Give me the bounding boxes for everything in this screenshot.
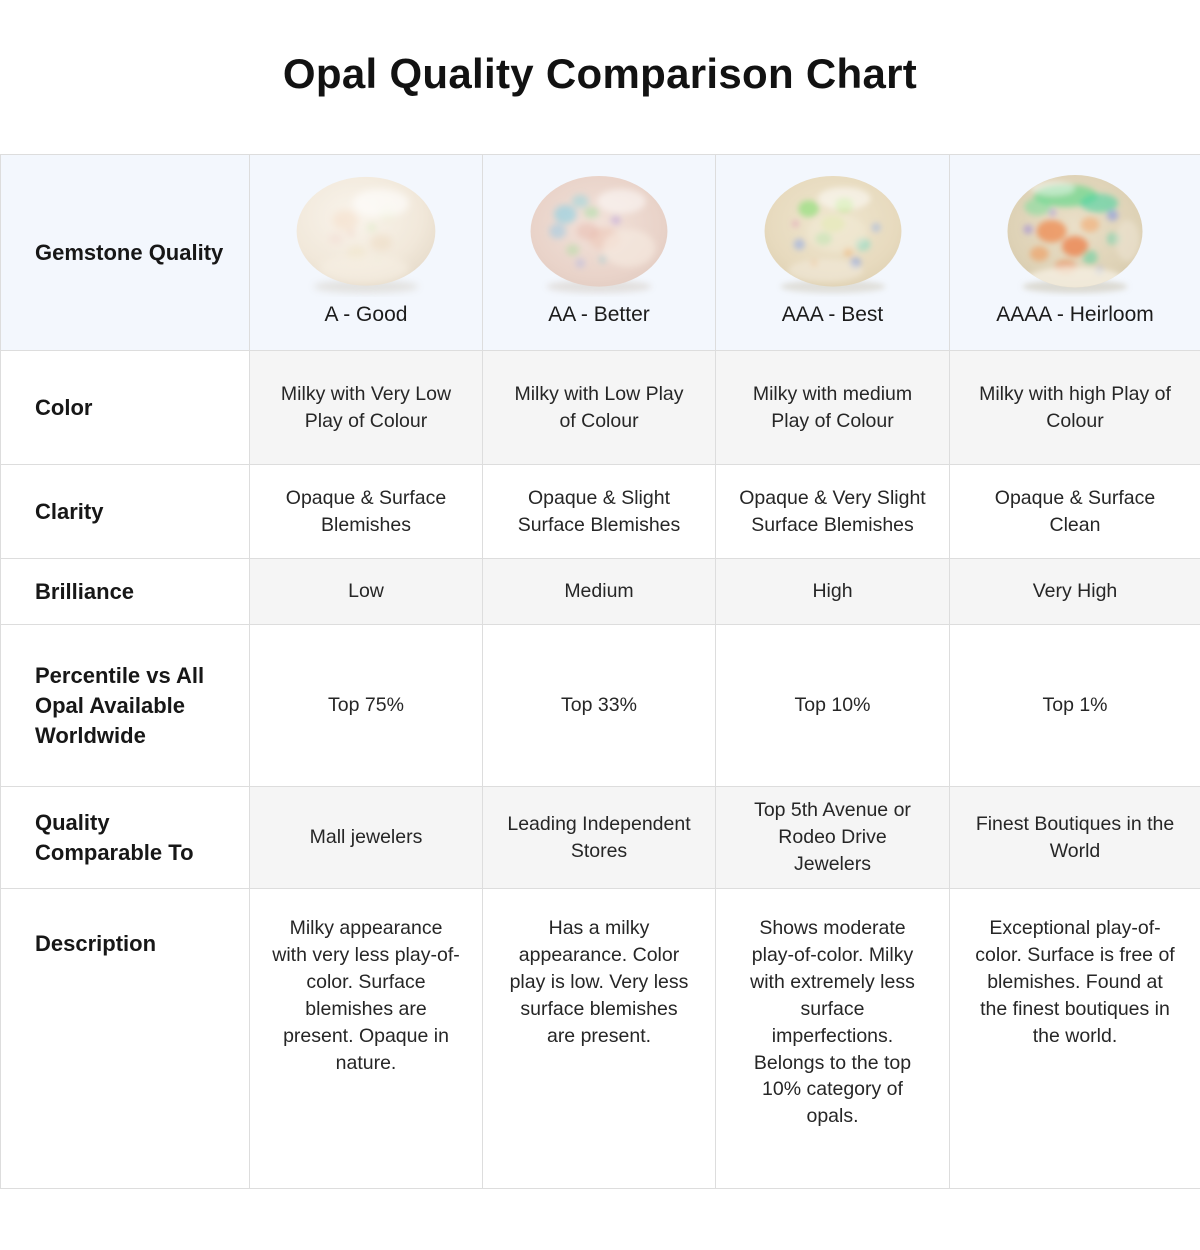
row-label-clarity: Clarity [1,465,250,559]
percentile-value-cell: Top 1% [950,625,1200,787]
description-value-cell: Has a milky appearance. Color play is lo… [483,889,716,1189]
percentile-value-cell: Top 75% [250,625,483,787]
color-value-cell: Milky with medium Play of Colour [716,351,950,465]
row-label-quality-comparable-to: Quality Comparable To [1,787,250,889]
clarity-value-cell: Opaque & Very Slight Surface Blemishes [716,465,950,559]
color-value-cell: Milky with Low Play of Colour [483,351,716,465]
percentile-value-cell: Top 33% [483,625,716,787]
percentile-value-cell: Top 10% [716,625,950,787]
row-brilliance: Brilliance Low Medium High Very High [1,559,1200,625]
row-label-color: Color [1,351,250,465]
comparable-value-cell: Top 5th Avenue or Rodeo Drive Jewelers [716,787,950,889]
row-label-gemstone-quality: Gemstone Quality [1,155,250,351]
comparable-value-cell: Leading Independent Stores [483,787,716,889]
row-quality-comparable-to: Quality Comparable To Mall jewelers Lead… [1,787,1200,889]
clarity-value-cell: Opaque & Surface Clean [950,465,1200,559]
grade-cell-a-good: A - Good [250,155,483,351]
grade-label-aaa-best: AAA - Best [716,303,949,327]
page-title: Opal Quality Comparison Chart [0,50,1200,98]
opal-comparison-table: Gemstone Quality [0,154,1200,1189]
grade-cell-aaa-best: AAA - Best [716,155,950,351]
description-value-cell: Exceptional play-of-color. Surface is fr… [950,889,1200,1189]
row-label-brilliance: Brilliance [1,559,250,625]
opal-image-a-good [291,173,441,297]
table-header-row: Gemstone Quality [1,155,1200,351]
brilliance-value-cell: Medium [483,559,716,625]
brilliance-value-cell: High [716,559,950,625]
comparable-value-cell: Finest Boutiques in the World [950,787,1200,889]
grade-label-aaaa-heirloom: AAAA - Heirloom [950,303,1200,327]
row-clarity: Clarity Opaque & Surface Blemishes Opaqu… [1,465,1200,559]
row-label-percentile: Percentile vs All Opal Available Worldwi… [1,625,250,787]
clarity-value-cell: Opaque & Slight Surface Blemishes [483,465,716,559]
description-value-cell: Shows moderate play-of-color. Milky with… [716,889,950,1189]
grade-cell-aaaa-heirloom: AAAA - Heirloom [950,155,1200,351]
color-value-cell: Milky with high Play of Colour [950,351,1200,465]
brilliance-value-cell: Low [250,559,483,625]
grade-label-a-good: A - Good [250,303,482,327]
opal-image-aaaa-heirloom [1000,173,1150,297]
description-value-cell: Milky appearance with very less play-of-… [250,889,483,1189]
row-description: Description Milky appearance with very l… [1,889,1200,1189]
brilliance-value-cell: Very High [950,559,1200,625]
grade-label-aa-better: AA - Better [483,303,715,327]
grade-cell-aa-better: AA - Better [483,155,716,351]
row-color: Color Milky with Very Low Play of Colour… [1,351,1200,465]
row-label-description: Description [1,889,250,1189]
comparable-value-cell: Mall jewelers [250,787,483,889]
page: Opal Quality Comparison Chart Gemstone Q… [0,50,1200,1189]
row-percentile: Percentile vs All Opal Available Worldwi… [1,625,1200,787]
clarity-value-cell: Opaque & Surface Blemishes [250,465,483,559]
color-value-cell: Milky with Very Low Play of Colour [250,351,483,465]
opal-image-aaa-best [758,173,908,297]
opal-image-aa-better [524,173,674,297]
